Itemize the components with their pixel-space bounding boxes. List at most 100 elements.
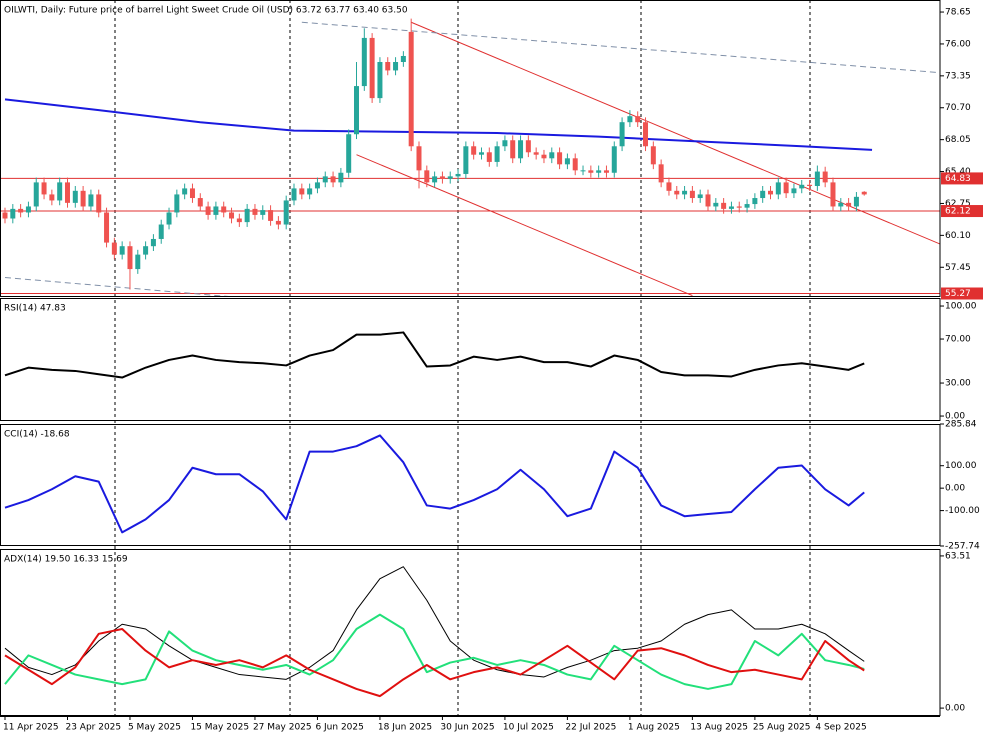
x-tick-label: 6 Jun 2025 xyxy=(315,723,363,733)
y-tick-label: 57.45 xyxy=(945,263,971,273)
y-tick-label: 62.75 xyxy=(945,199,971,209)
candle-body xyxy=(471,146,477,155)
x-tick-label: 22 Jul 2025 xyxy=(565,723,616,733)
trend-line xyxy=(356,154,693,297)
candle-body xyxy=(111,242,117,255)
candle-body xyxy=(853,196,859,207)
candle-body xyxy=(260,210,266,215)
candle-body xyxy=(322,176,328,183)
candle-body xyxy=(213,206,219,215)
candle-body xyxy=(619,122,625,147)
candle-body xyxy=(650,146,656,165)
candle-body xyxy=(408,31,414,147)
candle-body xyxy=(346,134,352,173)
candle-body xyxy=(393,62,399,71)
candle-body xyxy=(135,254,141,270)
candle-body xyxy=(721,202,727,209)
candle-body xyxy=(221,206,227,213)
candle-body xyxy=(361,37,367,87)
candle-body xyxy=(400,55,406,63)
candle-body xyxy=(518,140,524,159)
candle-body xyxy=(814,171,820,187)
level-label-box xyxy=(941,287,983,300)
panel-frame xyxy=(0,298,941,421)
candle-body xyxy=(205,206,211,215)
candle-body xyxy=(791,188,797,194)
y-tick-label: -257.74 xyxy=(945,542,980,552)
candle-body xyxy=(783,182,789,194)
indicator-line xyxy=(4,566,865,680)
x-tick-label: 10 Jul 2025 xyxy=(503,723,554,733)
x-tick-label: 4 Sep 2025 xyxy=(815,723,866,733)
candle-body xyxy=(18,208,24,213)
candle-body xyxy=(182,188,188,195)
y-tick-label: 78.65 xyxy=(945,8,971,18)
trend-line xyxy=(410,21,940,245)
x-tick-label: 13 Aug 2025 xyxy=(690,723,748,733)
panel-frame xyxy=(0,424,941,546)
candle-body xyxy=(603,170,609,173)
moving-average xyxy=(4,98,873,151)
candle-body xyxy=(377,62,383,99)
x-tick-label: 30 Jun 2025 xyxy=(440,723,494,733)
candle-body xyxy=(10,208,16,219)
y-tick-label: -100.00 xyxy=(945,506,980,516)
level-label: 64.83 xyxy=(945,174,971,184)
y-tick-label: 0.00 xyxy=(945,412,965,422)
candle-body xyxy=(104,212,110,243)
panel-frame xyxy=(0,549,941,716)
candle-body xyxy=(588,170,594,173)
indicator-line xyxy=(4,331,865,379)
candle-body xyxy=(88,194,94,207)
indicator-line xyxy=(4,434,865,534)
candle-body xyxy=(494,146,500,162)
candle-body xyxy=(127,246,133,270)
candle-body xyxy=(674,190,680,195)
y-tick-label: 70.00 xyxy=(945,335,971,345)
candle-body xyxy=(25,206,31,213)
candle-body xyxy=(314,182,320,189)
candle-body xyxy=(682,190,688,195)
candle-body xyxy=(369,37,375,99)
x-tick-label: 15 May 2025 xyxy=(190,723,249,733)
x-tick-label: 5 May 2025 xyxy=(128,723,181,733)
candle-body xyxy=(541,154,547,159)
candle-body xyxy=(385,62,391,71)
candle-body xyxy=(525,140,531,153)
y-tick-label: 65.40 xyxy=(945,167,971,177)
level-label: 55.27 xyxy=(945,289,971,299)
candle-body xyxy=(611,146,617,173)
candle-body xyxy=(64,182,70,203)
candle-body xyxy=(728,206,734,209)
y-tick-label: 76.00 xyxy=(945,39,971,49)
candle-body xyxy=(510,140,516,159)
panel-title: ADX(14) 19.50 16.33 15.69 xyxy=(4,555,128,565)
candle-body xyxy=(455,173,461,177)
y-tick-label: 0.00 xyxy=(945,484,965,494)
candle-body xyxy=(557,152,563,165)
candle-body xyxy=(744,204,750,208)
candle-body xyxy=(57,182,63,201)
candle-body xyxy=(697,194,703,199)
candle-body xyxy=(478,152,484,155)
candle-body xyxy=(143,246,149,255)
candle-body xyxy=(713,202,719,207)
y-tick-label: 0.00 xyxy=(945,704,965,714)
candle-body xyxy=(416,146,422,171)
candle-body xyxy=(689,190,695,199)
candle-body xyxy=(307,188,313,195)
candle-body xyxy=(447,176,453,179)
candle-body xyxy=(229,212,235,219)
x-tick-label: 27 May 2025 xyxy=(253,723,312,733)
panel xyxy=(4,566,865,698)
candle-body xyxy=(275,220,281,225)
y-tick-label: 60.10 xyxy=(945,231,971,241)
y-tick-label: 100.00 xyxy=(945,461,977,471)
y-tick-label: 70.70 xyxy=(945,103,971,113)
x-tick-label: 11 Apr 2025 xyxy=(3,723,59,733)
candle-body xyxy=(666,182,672,191)
candle-body xyxy=(432,176,438,183)
candle-body xyxy=(564,158,570,165)
candle-body xyxy=(767,190,773,195)
